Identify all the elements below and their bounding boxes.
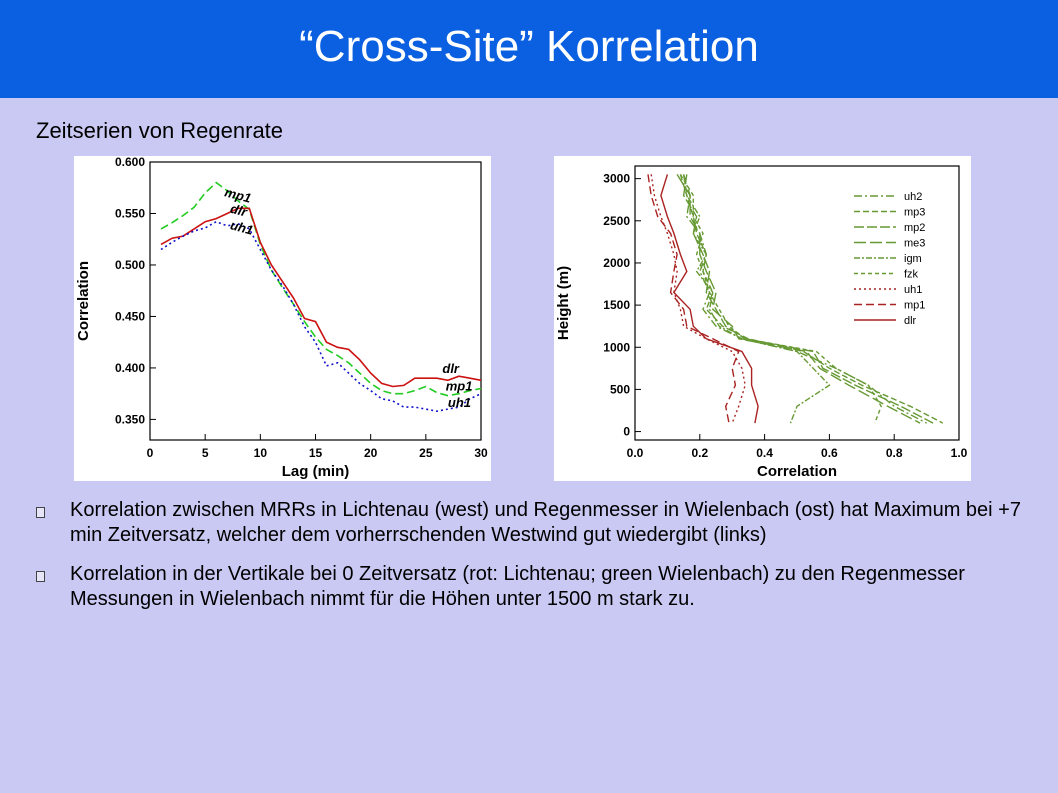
series-line-mp2 [682,174,934,424]
plot-frame [634,165,960,441]
y-tick-label: 0.400 [115,361,145,375]
series-line-uh2 [682,174,927,424]
x-tick-label: 0.8 [886,446,903,460]
x-axis-label: Lag (min) [282,463,350,480]
legend-label: mp3 [904,207,925,219]
bullet-list: Korrelation zwischen MRRs in Lichtenau (… [36,498,1036,626]
series-line-mp1 [160,181,482,397]
x-tick-label: 25 [419,446,433,460]
lag-correlation-svg: 0 5 10 15 20 25 30 0.350 0.400 0.450 0.500 0.550 0.6… [75,155,488,480]
x-tick-label: 20 [364,446,378,460]
x-tick-label: 0.0 [627,446,644,460]
series-line-dlr [660,174,759,424]
y-tick-label: 1000 [603,340,630,354]
series-line-dlr [160,207,482,388]
height-correlation-svg: 0.0 0.2 0.4 0.6 0.8 1.0 0 500 1000 1500 2000 2500 30… [555,165,968,480]
y-tick-label: 0.450 [115,309,145,323]
series-line-uh1 [160,220,482,413]
legend-label: dlr [904,315,917,327]
x-tick-label: 30 [474,446,488,460]
series-peak-label: mp1 [223,184,253,205]
series-line-mp3 [679,174,944,424]
plot-frame [149,161,482,441]
series-end-label: dlr [442,361,460,376]
bullet-item: Korrelation in der Vertikale bei 0 Zeitv… [36,562,1036,612]
x-tick-label: 0 [147,446,154,460]
x-tick-label: 5 [202,446,209,460]
series-end-label: uh1 [448,395,471,410]
bullet-marker-icon [36,571,45,582]
series-line-mp1 [647,174,740,424]
y-tick-label: 500 [610,382,630,396]
bullet-text: Korrelation in der Vertikale bei 0 Zeitv… [70,563,965,610]
y-tick-label: 2000 [603,256,630,270]
legend-label: uh1 [904,284,922,296]
series-end-label: mp1 [446,379,473,394]
legend-label: mp1 [904,300,925,312]
bullet-text: Korrelation zwischen MRRs in Lichtenau (… [70,499,1021,546]
legend-label: fzk [904,269,919,281]
series-line-igm [682,174,831,424]
y-tick-label: 0.500 [115,258,145,272]
x-tick-label: 0.4 [756,446,773,460]
y-tick-label: 0.350 [115,412,145,426]
x-tick-label: 1.0 [951,446,968,460]
x-tick-label: 0.6 [821,446,838,460]
page-title: “Cross-Site” Korrelation [299,22,759,71]
legend-label: mp2 [904,222,925,234]
series-peak-label: dlr [229,201,250,220]
y-tick-label: 2500 [603,214,630,228]
x-tick-label: 15 [309,446,323,460]
y-axis-label: Height (m) [555,266,572,340]
legend-label: igm [904,253,922,265]
series-peak-label: uh1 [229,217,255,237]
series-line-uh1 [650,174,746,424]
lag-correlation-chart: 0 5 10 15 20 25 30 0.350 0.400 0.450 0.500 0.550 0.6… [74,155,491,481]
bullet-item: Korrelation zwischen MRRs in Lichtenau (… [36,498,1036,548]
y-tick-label: 0.550 [115,206,145,220]
y-tick-label: 0 [623,425,630,439]
y-tick-label: 1500 [603,298,630,312]
x-tick-label: 0.2 [691,446,708,460]
y-tick-label: 0.600 [115,156,145,169]
y-tick-label: 3000 [603,172,630,186]
series-line-fzk [679,174,882,424]
legend-label: me3 [904,238,925,250]
y-axis-label: Correlation [75,261,92,341]
section-subtitle: Zeitserien von Regenrate [36,118,284,143]
title-bar [0,0,1058,98]
x-tick-label: 10 [254,446,268,460]
x-axis-label: Correlation [757,463,837,480]
bullet-marker-icon [36,507,45,518]
height-correlation-chart: 0.0 0.2 0.4 0.6 0.8 1.0 0 500 1000 1500 2000 2500 30… [554,156,971,481]
series-line-me3 [676,174,921,424]
legend-label: uh2 [904,191,922,203]
